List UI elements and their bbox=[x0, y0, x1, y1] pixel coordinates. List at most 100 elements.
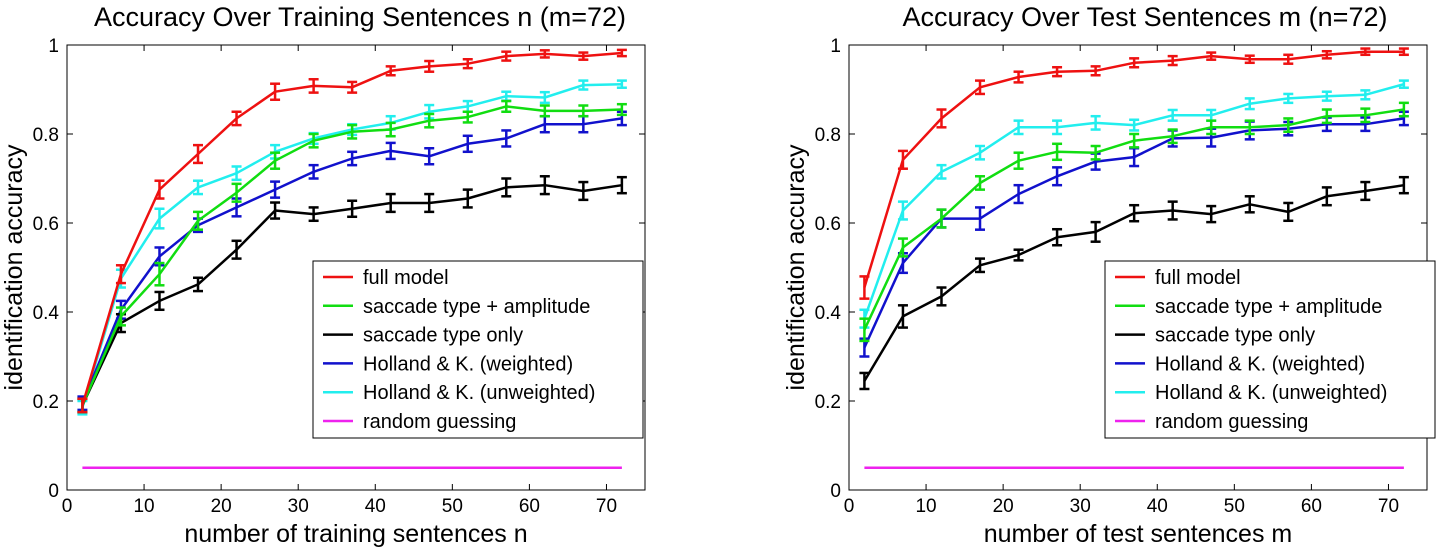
error-bar bbox=[1244, 119, 1255, 136]
error-bar bbox=[859, 275, 870, 300]
error-bar bbox=[1360, 89, 1371, 101]
error-bar bbox=[231, 239, 242, 260]
chart-title: Accuracy Over Test Sentences m (n=72) bbox=[903, 2, 1388, 32]
error-bar bbox=[1129, 57, 1140, 69]
error-bar bbox=[193, 276, 204, 293]
error-bar bbox=[115, 264, 126, 285]
legend-label: Holland & K. (unweighted) bbox=[363, 382, 595, 404]
x-tick-label: 40 bbox=[1147, 496, 1168, 517]
error-bar bbox=[462, 110, 473, 124]
legend-item: random guessing bbox=[1115, 411, 1308, 433]
legend-item: Holland & K. (unweighted) bbox=[1115, 382, 1387, 404]
error-bar bbox=[385, 192, 396, 214]
error-bar bbox=[1013, 119, 1024, 136]
error-bar bbox=[501, 177, 512, 198]
error-bar bbox=[193, 143, 204, 165]
error-bar bbox=[193, 210, 204, 231]
y-tick-label: 0.8 bbox=[815, 125, 841, 146]
series-2 bbox=[77, 175, 627, 414]
error-bar bbox=[1167, 200, 1178, 221]
error-bar bbox=[897, 149, 908, 170]
error-bar bbox=[1244, 54, 1255, 65]
legend-item: Holland & K. (weighted) bbox=[323, 353, 573, 375]
x-axis-label: number of test sentences m bbox=[984, 520, 1292, 548]
error-bar bbox=[270, 82, 281, 101]
error-bar bbox=[347, 199, 358, 219]
error-bar bbox=[1090, 65, 1101, 77]
legend-frame bbox=[312, 260, 644, 439]
legend-label: Holland & K. (unweighted) bbox=[1155, 382, 1387, 404]
error-bar bbox=[975, 175, 986, 191]
legend-label: Holland & K. (weighted) bbox=[363, 353, 573, 375]
error-bar bbox=[1090, 220, 1101, 243]
error-bar bbox=[270, 151, 281, 170]
error-bar bbox=[975, 144, 986, 161]
error-bar bbox=[578, 180, 589, 202]
y-tick-label: 0.8 bbox=[33, 125, 59, 146]
error-bar bbox=[539, 90, 550, 105]
error-bar bbox=[1167, 128, 1178, 145]
legend-item: saccade type + amplitude bbox=[323, 296, 590, 318]
error-bar bbox=[1090, 114, 1101, 131]
error-bar bbox=[616, 48, 627, 58]
error-bar bbox=[154, 179, 165, 200]
error-bar bbox=[347, 150, 358, 167]
error-bar bbox=[1129, 203, 1140, 223]
error-bar bbox=[1206, 204, 1217, 224]
legend-label: saccade type + amplitude bbox=[363, 296, 590, 318]
error-bar bbox=[1398, 101, 1409, 118]
error-bar bbox=[1244, 97, 1255, 111]
error-bar bbox=[936, 163, 947, 180]
error-bar bbox=[859, 371, 870, 391]
x-tick-label: 60 bbox=[519, 496, 540, 517]
error-bar bbox=[462, 57, 473, 70]
error-bar bbox=[424, 146, 435, 166]
error-bar bbox=[1244, 195, 1255, 214]
error-bar bbox=[578, 51, 589, 61]
error-bar bbox=[424, 112, 435, 129]
error-bar bbox=[1283, 117, 1294, 134]
y-tick-label: 0.2 bbox=[33, 392, 59, 413]
error-bar bbox=[1283, 53, 1294, 65]
error-bar bbox=[616, 175, 627, 195]
error-bar bbox=[616, 102, 627, 117]
x-axis-label: number of training sentences n bbox=[184, 520, 527, 548]
error-bar bbox=[1321, 108, 1332, 125]
error-bar bbox=[1052, 166, 1063, 187]
error-bar bbox=[347, 123, 358, 140]
error-bar bbox=[1167, 108, 1178, 122]
error-bar bbox=[1052, 142, 1063, 162]
legend-item: full model bbox=[323, 267, 449, 289]
y-tick-label: 0 bbox=[48, 481, 59, 502]
series-1 bbox=[859, 101, 1409, 343]
x-tick-label: 0 bbox=[62, 496, 73, 517]
y-tick-label: 1 bbox=[48, 36, 59, 57]
legend-item: full model bbox=[1115, 267, 1241, 289]
legend-item: saccade type + amplitude bbox=[1115, 296, 1382, 318]
series-4 bbox=[859, 79, 1409, 329]
x-tick-label: 40 bbox=[365, 496, 386, 517]
legend-label: full model bbox=[1155, 267, 1241, 289]
series-0 bbox=[859, 47, 1409, 300]
error-bar bbox=[501, 50, 512, 62]
y-axis-label: identification accuracy bbox=[782, 144, 810, 390]
error-bar bbox=[1321, 49, 1332, 60]
chart-panel-2: 0 10 20 30 40 50 60 70 0 0.2 0.4 0.6 0.8 1 Accuracy Ov… bbox=[782, 2, 1436, 548]
y-tick-label: 0.6 bbox=[33, 214, 59, 235]
x-tick-label: 0 bbox=[844, 496, 855, 517]
error-bar bbox=[1013, 70, 1024, 84]
legend-label: full model bbox=[363, 267, 449, 289]
error-bar bbox=[231, 165, 242, 182]
error-bar bbox=[385, 141, 396, 161]
error-bar bbox=[975, 257, 986, 274]
error-bar bbox=[975, 79, 986, 96]
y-tick-label: 0.6 bbox=[815, 214, 841, 235]
x-tick-label: 30 bbox=[288, 496, 309, 517]
error-bar bbox=[1206, 119, 1217, 136]
error-bar bbox=[1398, 175, 1409, 195]
error-bar bbox=[539, 104, 550, 118]
error-bar bbox=[1283, 201, 1294, 223]
error-bar bbox=[897, 304, 908, 329]
x-tick-label: 70 bbox=[596, 496, 617, 517]
